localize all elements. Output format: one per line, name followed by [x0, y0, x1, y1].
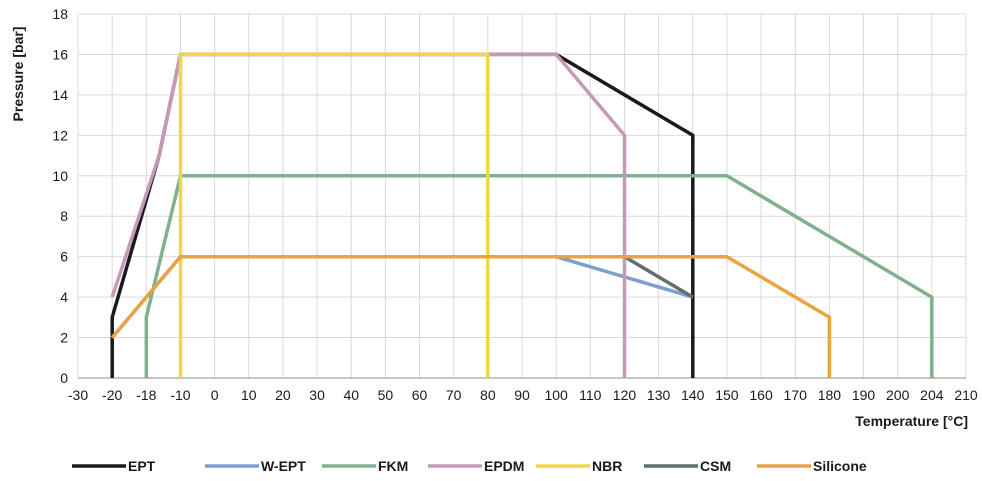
x-tick-labels: -30 -20 -18 -10 0 10 20 30 40 50 60 70 80 90 100 110 120…: [68, 387, 978, 403]
x-tick-label: 160: [749, 387, 773, 403]
legend-label-csm: CSM: [700, 458, 731, 474]
legend-label-ept: EPT: [128, 458, 156, 474]
x-tick-label: 190: [852, 387, 876, 403]
x-tick-label: 130: [647, 387, 671, 403]
y-tick-label: 2: [60, 330, 68, 346]
x-tick-label: 204: [920, 387, 944, 403]
x-tick-label: -18: [136, 387, 156, 403]
y-tick-label: 18: [52, 6, 68, 22]
x-tick-label: -30: [68, 387, 88, 403]
x-axis-title: Temperature [°C]: [855, 413, 968, 429]
x-tick-label: -20: [102, 387, 122, 403]
x-tick-label: 70: [446, 387, 462, 403]
legend-label-silicone: Silicone: [813, 458, 867, 474]
x-tick-label: 0: [211, 387, 219, 403]
x-tick-label: 50: [378, 387, 394, 403]
x-tick-label: 60: [412, 387, 428, 403]
series-lines: [110, 52, 934, 378]
x-tick-label: 110: [579, 387, 602, 403]
x-tick-label: 90: [514, 387, 530, 403]
series-line-nbr: [178, 52, 490, 378]
x-tick-label: 150: [715, 387, 739, 403]
y-tick-label: 0: [60, 370, 68, 386]
series-line-csm: [180, 254, 694, 299]
legend-label-nbr: NBR: [592, 458, 622, 474]
y-axis-title: Pressure [bar]: [10, 27, 26, 122]
grid: [77, 13, 967, 379]
series-line-silicone: [110, 254, 832, 378]
x-tick-label: 210: [954, 387, 978, 403]
y-tick-labels: 0 2 4 6 8 10 12 14 16 18: [52, 6, 68, 386]
legend-label-w-ept: W-EPT: [261, 458, 306, 474]
legend-label-fkm: FKM: [378, 458, 408, 474]
x-tick-label: 200: [886, 387, 910, 403]
y-tick-label: 4: [60, 289, 68, 305]
series-line-fkm: [144, 174, 934, 378]
y-tick-label: 14: [52, 87, 68, 103]
y-tick-label: 6: [60, 249, 68, 265]
x-tick-label: 100: [544, 387, 568, 403]
x-tick-label: 20: [275, 387, 291, 403]
y-tick-label: 8: [60, 208, 68, 224]
x-tick-label: 180: [818, 387, 842, 403]
y-tick-label: 10: [52, 168, 68, 184]
legend-label-epdm: EPDM: [484, 458, 524, 474]
x-tick-label: 170: [784, 387, 808, 403]
x-tick-label: -10: [170, 387, 190, 403]
x-tick-label: 10: [241, 387, 257, 403]
y-tick-label: 16: [52, 46, 68, 62]
x-tick-label: 30: [309, 387, 325, 403]
legend: EPT W-EPT FKM EPDM NBR CSM Silicone: [72, 458, 867, 474]
x-tick-label: 120: [613, 387, 637, 403]
x-tick-label: 140: [681, 387, 705, 403]
x-tick-label: 40: [343, 387, 359, 403]
y-tick-label: 12: [52, 127, 68, 143]
x-tick-label: 80: [480, 387, 496, 403]
